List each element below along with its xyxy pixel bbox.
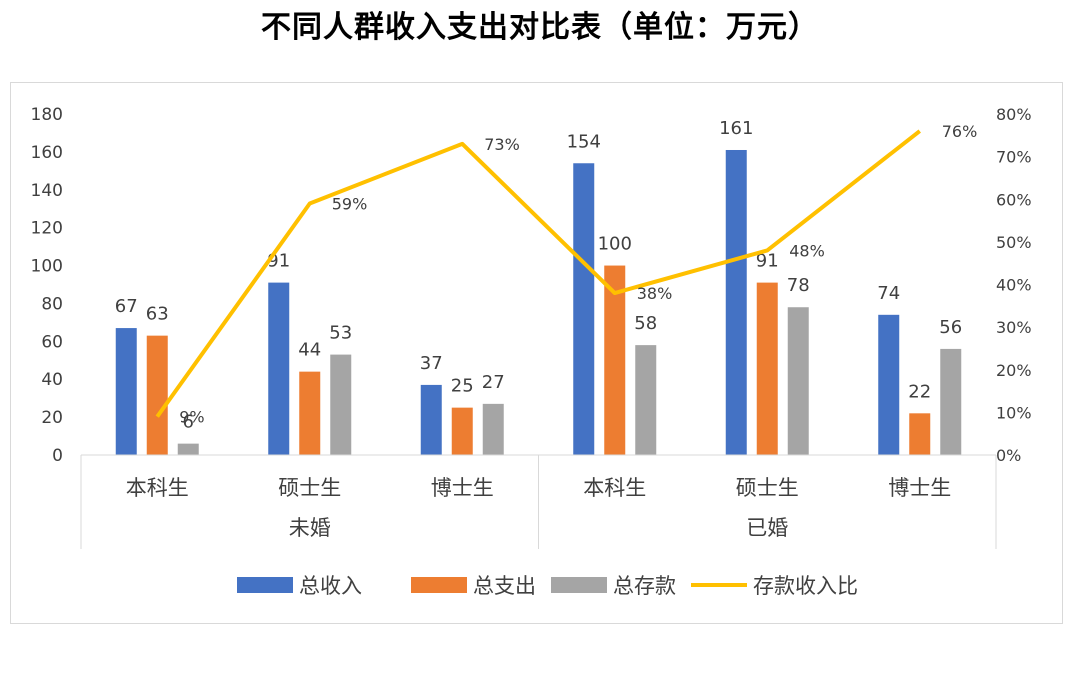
chart-area: 0 20 40 60 80 100 120 140 160 180 0% 10% 20% 30% 40% 50… [10, 82, 1063, 624]
legend-label: 总收入 [299, 574, 362, 598]
bar-总收入-1 [268, 282, 290, 455]
y2-tick-label: 60% [996, 190, 1032, 209]
y2-tick-label: 50% [996, 233, 1032, 252]
bar-data-label: 161 [719, 118, 753, 139]
bar-data-label: 22 [908, 381, 931, 402]
y2-tick-label: 20% [996, 361, 1032, 380]
bar-data-label: 67 [115, 296, 138, 317]
bar-总支出-0 [146, 335, 168, 455]
legend-swatch-总支出 [411, 577, 467, 593]
chart-svg: 0 20 40 60 80 100 120 140 160 180 0% 10% 20% 30% 40% 50… [31, 105, 1032, 598]
y-tick-label: 100 [31, 257, 63, 277]
y-tick-label: 180 [31, 105, 63, 125]
bar-总支出-4 [756, 282, 778, 455]
bar-总支出-2 [451, 407, 473, 455]
y2-tick-label: 80% [996, 105, 1032, 124]
y-tick-label: 20 [41, 408, 63, 428]
y2-tick-label: 10% [996, 403, 1032, 422]
legend-swatch-总收入 [237, 577, 293, 593]
bar-总收入-2 [420, 384, 442, 455]
bar-总存款-5 [940, 348, 962, 455]
bar-总支出-3 [604, 265, 626, 455]
bar-data-label: 25 [451, 376, 474, 397]
bar-总存款-2 [482, 403, 504, 455]
y-tick-label: 120 [31, 219, 63, 239]
group-label: 已婚 [746, 516, 788, 540]
bar-data-label: 58 [634, 313, 657, 334]
category-label: 本科生 [583, 476, 646, 500]
y2-tick-label: 40% [996, 276, 1032, 295]
bar-data-label: 74 [877, 283, 900, 304]
category-label: 硕士生 [736, 476, 799, 500]
y-tick-label: 40 [41, 370, 63, 390]
category-label: 硕士生 [278, 476, 341, 500]
bar-data-label: 56 [939, 317, 962, 338]
bar-data-label: 100 [598, 234, 632, 255]
bar-总存款-4 [787, 307, 809, 455]
ratio-data-label: 59% [332, 195, 368, 214]
bar-data-label: 53 [329, 323, 352, 344]
chart-title: 不同人群收入支出对比表（单位：万元） [261, 10, 819, 45]
ratio-data-label: 73% [484, 135, 520, 154]
bar-data-label: 63 [146, 304, 169, 325]
ratio-data-label: 76% [942, 122, 978, 141]
category-label: 本科生 [126, 476, 189, 500]
bar-data-label: 6 [183, 412, 194, 433]
bar-data-label: 37 [420, 353, 443, 374]
bar-总支出-1 [299, 371, 321, 455]
legend-label: 总支出 [473, 574, 536, 598]
category-label: 博士生 [888, 476, 951, 500]
ratio-data-label: 9% [179, 408, 204, 427]
bar-data-label: 78 [787, 275, 810, 296]
group-label: 未婚 [289, 516, 331, 540]
y2-tick-label: 30% [996, 318, 1032, 337]
bar-总收入-5 [878, 314, 900, 455]
bar-data-label: 27 [482, 372, 505, 393]
y-tick-label: 0 [52, 446, 63, 466]
ratio-data-label: 48% [789, 241, 825, 260]
y-tick-label: 140 [31, 181, 63, 201]
legend-swatch-总存款 [551, 577, 607, 593]
bar-总存款-0 [177, 443, 199, 455]
bar-总收入-4 [725, 149, 747, 455]
y2-tick-label: 70% [996, 148, 1032, 167]
legend-label: 存款收入比 [753, 574, 858, 598]
y2-tick-label: 0% [996, 446, 1021, 465]
bar-data-label: 91 [756, 251, 779, 272]
bar-总收入-0 [115, 328, 137, 455]
ratio-line [155, 129, 921, 418]
y-tick-label: 160 [31, 143, 63, 163]
y-tick-label: 80 [41, 294, 63, 314]
bar-总收入-3 [573, 163, 595, 455]
legend-label: 总存款 [613, 574, 676, 598]
y-tick-label: 60 [41, 332, 63, 352]
bar-总存款-3 [635, 345, 657, 455]
category-label: 博士生 [431, 476, 494, 500]
bar-总存款-1 [330, 354, 352, 455]
ratio-data-label: 38% [637, 284, 673, 303]
bar-data-label: 44 [298, 340, 321, 361]
bar-总支出-5 [909, 413, 931, 455]
bar-data-label: 154 [567, 131, 601, 152]
